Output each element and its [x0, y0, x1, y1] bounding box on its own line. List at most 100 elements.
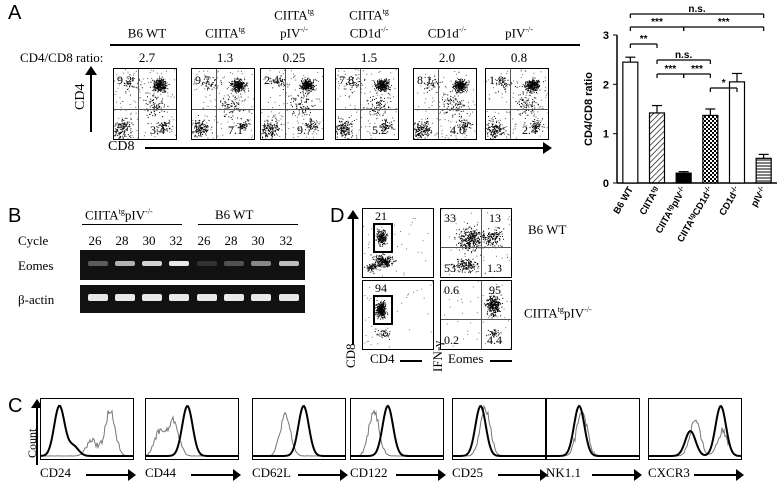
cycle-value: 30 [251, 233, 265, 248]
histogram [648, 398, 742, 460]
gel-band-actin [224, 294, 244, 301]
gel-band-eomes [88, 261, 108, 266]
gel-band-eomes [251, 261, 271, 266]
strain-header: B6 WT [127, 25, 167, 41]
bar [622, 61, 639, 184]
cd4-quadrant-value: 9.7 [195, 73, 210, 87]
strain-header: CIITAtg [205, 25, 245, 41]
ratio-value: 2.0 [438, 50, 456, 65]
marker-label: CXCR3 [648, 465, 690, 480]
histogram [145, 398, 239, 460]
marker-label: CD122 [350, 465, 388, 480]
cycle-value: 28 [224, 233, 238, 248]
cd4-quadrant-value: 1.9 [489, 73, 504, 87]
flow-plot: 8.1 4.0 [413, 68, 477, 140]
marker-arrow [396, 474, 440, 476]
cd4-quadrant-value: 9.2 [117, 73, 132, 87]
group1-label: CIITAtgpIV-/- [85, 207, 153, 223]
header-divider [110, 44, 580, 46]
cycle-value: 32 [169, 233, 183, 248]
gel-band-actin [115, 294, 135, 301]
gel-eomes [80, 250, 305, 280]
d-plot-wt-ifng: 33 13 53 1.3 [440, 208, 512, 278]
flow-plot: 2.4 9.7 [260, 68, 324, 140]
gel-band-actin [251, 294, 271, 301]
quadrant-value: 0.6 [444, 283, 459, 297]
bar [648, 112, 666, 184]
significance-label: n.s. [688, 4, 705, 15]
cd4-axis-label: CD4 [73, 83, 88, 110]
bar [755, 157, 772, 184]
cycle-label: Cycle [18, 233, 49, 248]
d-y1-label: CD8 [343, 343, 358, 368]
quadrant-value: 95 [489, 283, 501, 297]
strain-header: pIV-/- [505, 25, 533, 41]
y-tick-label: 1 [603, 129, 609, 141]
significance-label: *** [691, 64, 703, 75]
cycle-value: 30 [142, 233, 156, 248]
d-x2-arrow [490, 360, 512, 362]
marker-arrow [498, 474, 542, 476]
gel-actin [80, 285, 305, 313]
significance-label: * [722, 78, 726, 89]
quadrant-value: 13 [489, 211, 501, 225]
cd8-quadrant-value: 4.0 [450, 123, 465, 137]
group2-line [198, 224, 298, 225]
histogram [452, 398, 546, 460]
d-plot-tg-ifng: 0.6 95 0.2 4.4 [440, 280, 512, 350]
marker-arrow-head [736, 469, 744, 481]
gate-value: 94 [375, 281, 387, 295]
marker-label: NK1.1 [546, 465, 582, 480]
marker-arrow-head [634, 469, 642, 481]
quadrant-value: 4.4 [487, 333, 502, 347]
marker-label: CD25 [452, 465, 484, 480]
significance-label: *** [718, 17, 730, 28]
x-tick-label: CD1d-/- [717, 184, 743, 218]
cd4-quadrant-value: 2.4 [264, 73, 279, 87]
marker-arrow-head [340, 469, 348, 481]
marker-arrow-head [540, 469, 548, 481]
d-plot-tg-cd8: 94 [362, 280, 434, 350]
cd8-quadrant-value: 9.7 [297, 123, 312, 137]
quadrant-value: 53 [444, 261, 456, 275]
gate-box [373, 295, 393, 325]
cd8-axis-arrow [145, 147, 545, 149]
gate-value: 21 [375, 209, 387, 223]
d-plot-wt-cd8: 21 [362, 208, 434, 278]
bar [702, 114, 719, 184]
gel-band-actin [142, 294, 162, 301]
count-arrow-head [31, 399, 43, 408]
strain-header: CIITAtg pIV-/- [274, 7, 314, 41]
gel-band-actin [88, 294, 108, 301]
y-tick-label: 3 [603, 30, 609, 42]
marker-label: CD24 [40, 465, 72, 480]
histogram [252, 398, 346, 460]
marker-arrow [592, 474, 636, 476]
flow-plot: 9.2 3.4 [113, 68, 177, 140]
ratio-label: CD4/CD8 ratio: [20, 50, 104, 65]
marker-arrow-head [233, 469, 241, 481]
significance-label: *** [651, 17, 663, 28]
marker-arrow [694, 474, 738, 476]
flow-plot: 1.9 2.4 [485, 68, 549, 140]
cd8-quadrant-value: 5.2 [372, 123, 387, 137]
marker-label: CD62L [252, 465, 291, 480]
gel-band-eomes [224, 261, 244, 266]
panel-label-b: B [8, 205, 22, 227]
row-label-actin: β-actin [18, 292, 55, 307]
panel-label-d: D [330, 205, 345, 227]
significance-label: n.s. [675, 50, 692, 61]
quadrant-value: 1.3 [487, 261, 502, 275]
panel-label-c: C [8, 395, 23, 417]
bar [675, 172, 692, 184]
cd4-axis-arrow [90, 72, 92, 132]
gel-band-actin [197, 294, 217, 301]
quadrant-value: 33 [444, 211, 456, 225]
cd8-quadrant-value: 2.4 [522, 123, 537, 137]
significance-label: ** [640, 34, 648, 45]
marker-arrow-head [438, 469, 446, 481]
group2-label: B6 WT [215, 207, 254, 222]
x-tick-label: CIITAtg [637, 185, 662, 217]
cd8-axis-label: CD8 [108, 139, 135, 154]
